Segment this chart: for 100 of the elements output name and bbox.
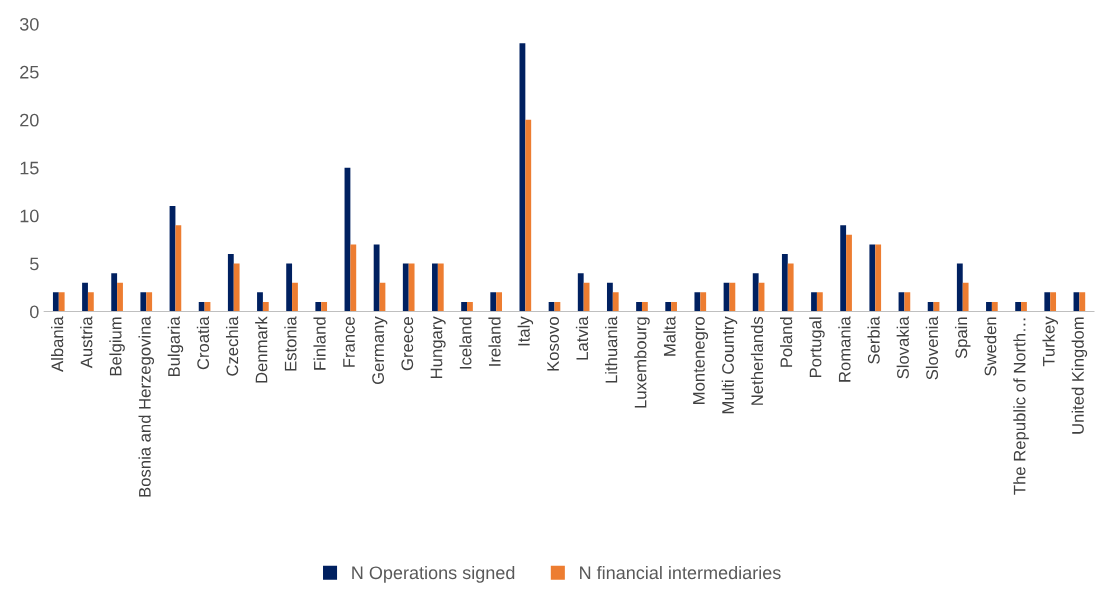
bar xyxy=(811,292,817,312)
bar xyxy=(437,263,444,312)
bar xyxy=(402,263,409,312)
legend-label: N Operations signed xyxy=(352,565,515,583)
x-tick-label: Luxembourg xyxy=(634,317,650,408)
bar xyxy=(52,292,59,312)
bar xyxy=(257,292,263,312)
bar xyxy=(87,292,94,312)
bar xyxy=(525,119,532,312)
bar xyxy=(904,292,911,312)
x-tick-label: Portugal xyxy=(809,317,825,378)
x-tick-label: Belgium xyxy=(109,317,125,376)
x-tick-label: Albania xyxy=(51,316,64,372)
bar xyxy=(373,244,380,312)
bar xyxy=(875,244,882,312)
bar xyxy=(467,301,473,312)
y-tick-label: 0 xyxy=(30,305,39,319)
bar xyxy=(286,263,293,312)
x-tick-label: Montenegro xyxy=(693,317,709,404)
bar xyxy=(962,282,969,312)
bar xyxy=(1044,292,1051,312)
bar xyxy=(292,282,298,312)
x-tick-label: Greece xyxy=(401,317,414,371)
bar xyxy=(496,292,503,312)
bar xyxy=(490,292,497,312)
bar xyxy=(175,225,182,312)
bar xyxy=(111,273,118,312)
bar xyxy=(729,282,736,312)
bar xyxy=(233,263,240,312)
bar xyxy=(321,301,328,312)
x-tick-label: Ireland xyxy=(488,317,501,366)
x-tick-label: Sweden xyxy=(984,317,997,376)
x-tick-label: Hungary xyxy=(430,316,446,378)
bar xyxy=(636,301,642,312)
bar xyxy=(665,301,672,312)
x-tick-label: Czechia xyxy=(225,316,239,376)
bar xyxy=(752,273,759,312)
x-tick-label: France xyxy=(343,317,355,367)
bar xyxy=(694,292,701,312)
bar xyxy=(1050,292,1057,312)
bar xyxy=(117,282,123,312)
bar xyxy=(554,301,561,312)
bar xyxy=(840,225,847,312)
x-tick-label: Finland xyxy=(313,317,326,370)
bar xyxy=(700,292,707,312)
bar xyxy=(315,301,322,312)
x-tick-label: The Republic of North… xyxy=(1013,318,1029,495)
x-tick-label: Austria xyxy=(80,316,93,369)
x-tick-label: Latvia xyxy=(575,316,589,360)
bar xyxy=(577,273,584,312)
bar xyxy=(461,301,468,312)
x-tick-label: Lithuania xyxy=(605,316,618,383)
bar xyxy=(262,301,269,312)
x-tick-label: Italy xyxy=(517,316,534,346)
bar xyxy=(869,244,876,312)
y-tick-label: 25 xyxy=(20,65,39,79)
bar xyxy=(1079,292,1086,312)
x-tick-label: Iceland xyxy=(459,317,472,369)
x-tick-label: Estonia xyxy=(284,316,297,371)
x-tick-label: Malta xyxy=(663,316,676,356)
bar xyxy=(58,292,65,312)
legend-label: N financial intermediaries xyxy=(580,565,781,580)
bar xyxy=(846,234,852,312)
bar xyxy=(612,292,619,312)
bar xyxy=(816,292,823,312)
bar xyxy=(991,301,998,312)
y-tick-label: 30 xyxy=(19,17,39,31)
bar xyxy=(956,263,963,312)
x-tick-label: Multi Country xyxy=(721,316,738,414)
bar xyxy=(432,263,438,312)
x-tick-label: Netherlands xyxy=(750,316,764,405)
bar xyxy=(671,301,677,312)
y-tick-label: 10 xyxy=(20,209,39,223)
bar xyxy=(927,301,934,312)
x-tick-label: Serbia xyxy=(867,316,880,364)
x-tick-label: United Kingdom xyxy=(1071,317,1088,434)
x-tick-label: Slovenia xyxy=(925,316,939,380)
y-tick-label: 20 xyxy=(20,113,39,127)
x-tick-label: Croatia xyxy=(196,316,210,370)
bar xyxy=(641,301,648,312)
bar xyxy=(146,292,153,312)
bar xyxy=(781,253,788,312)
x-tick-label: Bulgaria xyxy=(167,316,184,377)
x-tick-label: Germany xyxy=(372,316,388,385)
bar xyxy=(787,263,794,312)
bar xyxy=(350,244,357,312)
bar xyxy=(82,282,88,312)
x-tick-label: Bosnia and Herzegovina xyxy=(138,316,155,497)
x-tick-label: Denmark xyxy=(255,316,268,383)
bar xyxy=(1015,301,1022,312)
bar xyxy=(198,301,205,312)
bar xyxy=(606,282,613,312)
x-tick-label: Spain xyxy=(954,317,971,359)
y-tick-label: 5 xyxy=(30,257,39,271)
bar xyxy=(408,263,415,312)
bar xyxy=(986,301,992,312)
bar xyxy=(227,253,234,312)
y-tick-label: 15 xyxy=(20,161,39,175)
x-tick-label: Slovakia xyxy=(896,316,909,379)
bar xyxy=(140,292,147,312)
